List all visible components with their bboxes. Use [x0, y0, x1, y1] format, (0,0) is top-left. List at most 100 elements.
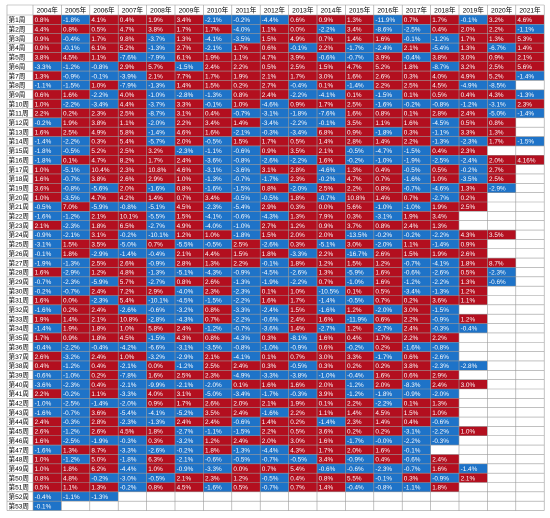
cell-fill	[345, 454, 374, 464]
cell-value: -5.1%	[63, 167, 80, 174]
cell-value: 1.2%	[461, 316, 476, 323]
cell-value: 2.3%	[205, 475, 220, 482]
cell-fill	[373, 370, 403, 380]
cell-fill	[373, 398, 403, 408]
cell-value: -1.6%	[35, 447, 52, 454]
cell-value: 1.9%	[63, 120, 78, 127]
cell-fill	[288, 314, 317, 324]
cell-value: -0.5%	[35, 204, 52, 211]
cell-fill	[487, 164, 516, 174]
row-label: 第43周	[9, 408, 30, 417]
cell-value: 2.5%	[404, 83, 419, 90]
cell-fill	[203, 33, 232, 44]
cell-value: -4.0%	[205, 223, 222, 230]
row-label: 第24周	[9, 230, 30, 239]
cell-fill	[345, 276, 374, 287]
cell-fill	[288, 248, 317, 259]
cell-fill	[175, 52, 204, 62]
cell-value: -0.6%	[319, 466, 336, 473]
cell-fill	[430, 482, 459, 492]
cell-value: -0.9%	[432, 316, 449, 323]
cell-value: 0.2%	[63, 307, 78, 314]
cell-value: -1.3%	[233, 447, 250, 454]
cell-value: -1.7%	[262, 176, 279, 183]
cell-value: -6.6%	[148, 344, 165, 351]
cell-fill	[61, 220, 90, 231]
cell-value: -1.2%	[404, 279, 421, 286]
cell-value: 0.7%	[404, 195, 419, 202]
cell-value: 0.1%	[262, 288, 277, 295]
cell-value: -0.2%	[347, 344, 364, 351]
cell-value: -3.3%	[233, 307, 250, 314]
cell-value: -0.9%	[35, 232, 52, 239]
cell-value: 2.2%	[404, 316, 419, 323]
cell-fill	[288, 304, 317, 315]
cell-fill	[459, 136, 488, 146]
cell-value: 1.6%	[375, 270, 390, 277]
cell-fill	[260, 286, 289, 296]
cell-value: 2.6%	[375, 251, 390, 258]
cell-value: 1.4%	[319, 139, 334, 146]
cell-fill	[288, 463, 317, 474]
cell-value: -1.6%	[375, 101, 392, 108]
cell-fill	[203, 370, 232, 380]
cell-value: 3.8%	[404, 363, 419, 370]
cell-value: 4.9%	[290, 36, 305, 43]
cell-value: 2.1%	[177, 475, 192, 482]
cell-fill	[146, 136, 175, 146]
cell-value: 2.5%	[319, 185, 334, 192]
cell-value: 3.1%	[91, 232, 106, 239]
cell-fill	[203, 52, 232, 62]
cell-fill	[146, 248, 175, 259]
cell-value: 0.7%	[148, 242, 163, 249]
cell-fill	[231, 417, 261, 427]
cell-fill	[33, 389, 62, 399]
row-label: 第39周	[9, 370, 30, 379]
cell-value: -1.6%	[148, 185, 165, 192]
cell-fill	[402, 473, 431, 483]
cell-value: 0.5%	[290, 429, 305, 436]
cell-fill	[260, 351, 289, 361]
cell-fill	[317, 314, 346, 324]
cell-value: 2.0%	[489, 157, 504, 164]
cell-value: 2.1%	[461, 475, 476, 482]
cell-fill	[175, 398, 204, 408]
cell-fill	[61, 117, 90, 128]
cell-fill	[317, 145, 346, 156]
cell-fill	[175, 454, 204, 464]
cell-fill	[231, 15, 261, 25]
cell-value: -3.1%	[205, 167, 222, 174]
cell-fill	[89, 286, 119, 296]
cell-value: -0.5%	[347, 298, 364, 305]
cell-fill	[89, 211, 119, 221]
cell-fill	[402, 52, 431, 62]
cell-value: -0.5%	[205, 139, 222, 146]
cell-fill	[146, 267, 175, 277]
cell-value: -2.2%	[432, 429, 449, 436]
cell-value: -3.4%	[91, 101, 108, 108]
row-label: 第41周	[9, 389, 30, 398]
cell-fill	[345, 71, 374, 81]
cell-fill	[89, 407, 119, 418]
cell-fill	[118, 33, 147, 44]
cell-value: 3.6%	[35, 185, 50, 192]
cell-fill	[175, 192, 204, 202]
cell-fill	[33, 473, 62, 483]
cell-value: 4.3%	[290, 447, 305, 454]
cell-value: 2.4%	[432, 382, 447, 389]
cell-fill	[33, 379, 62, 389]
cell-value: -2.5%	[63, 401, 80, 408]
cell-value: -5.5%	[177, 242, 194, 249]
cell-value: 5.2%	[375, 64, 390, 71]
cell-value: 2.2%	[347, 185, 362, 192]
cell-fill	[33, 239, 62, 249]
cell-value: 2.6%	[91, 429, 106, 436]
cell-fill	[231, 127, 261, 137]
cell-fill	[260, 108, 289, 118]
cell-fill	[317, 33, 346, 44]
cell-fill	[203, 24, 232, 34]
row-label: 第53周	[9, 501, 30, 510]
cell-value: -0.1%	[91, 73, 108, 80]
cell-fill	[146, 398, 175, 408]
cell-value: 0.4%	[35, 363, 50, 370]
